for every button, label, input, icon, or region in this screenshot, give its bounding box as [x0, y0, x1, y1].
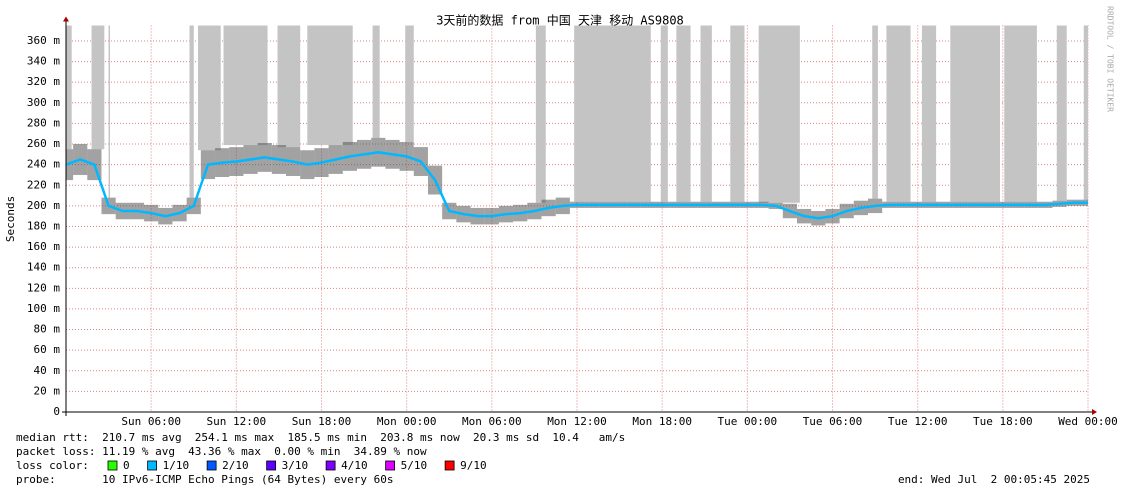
loss-span: [730, 25, 745, 202]
loss-span: [660, 25, 668, 202]
x-tick-label: Mon 12:00: [547, 415, 607, 428]
loss-span: [198, 25, 221, 151]
y-tick-label: 220 m: [27, 178, 60, 191]
x-tick-label: Tue 06:00: [803, 415, 863, 428]
x-tick-label: Tue 18:00: [973, 415, 1033, 428]
y-tick-label: 260 m: [27, 137, 60, 150]
legend-swatch: [266, 460, 277, 471]
x-tick-label: Mon 00:00: [377, 415, 437, 428]
loss-span: [108, 25, 111, 198]
legend-label: 9/10: [460, 459, 487, 472]
loss-span: [676, 25, 691, 202]
legend-label: 1/10: [163, 459, 190, 472]
legend-label: 5/10: [401, 459, 428, 472]
y-tick-label: 280 m: [27, 116, 60, 129]
legend-swatch: [107, 460, 118, 471]
legend-swatch: [325, 460, 336, 471]
loss-span: [758, 25, 800, 203]
y-tick-label: 40 m: [34, 364, 61, 377]
y-tick-label: 140 m: [27, 261, 60, 274]
loss-span: [405, 25, 414, 142]
loss-span: [535, 25, 546, 203]
y-tick-label: 100 m: [27, 302, 60, 315]
loss-span: [1083, 25, 1088, 200]
x-arrow: [1092, 409, 1097, 415]
loss-span: [1056, 25, 1067, 201]
loss-span: [66, 25, 72, 150]
end-time: end: Wed Jul 2 00:05:45 2025: [898, 473, 1090, 486]
x-tick-label: Sun 12:00: [207, 415, 267, 428]
y-tick-label: 200 m: [27, 199, 60, 212]
loss-span: [1004, 25, 1037, 202]
y-tick-label: 0: [53, 405, 60, 418]
y-tick-label: 80 m: [34, 323, 61, 336]
loss-span: [277, 25, 301, 148]
loss-span: [223, 25, 268, 146]
chart-title: 3天前的数据 from 中国 天津 移动 AS9808: [436, 13, 684, 28]
x-tick-label: Mon 06:00: [462, 415, 522, 428]
y-tick-label: 320 m: [27, 75, 60, 88]
median-line: [65, 151, 1088, 220]
legend-label: 2/10: [222, 459, 249, 472]
y-axis-label: Seconds: [4, 196, 17, 242]
probe: probe: 10 IPv6-ICMP Echo Pings (64 Bytes…: [16, 473, 394, 486]
loss-span: [872, 25, 878, 199]
x-tick-label: Tue 12:00: [888, 415, 948, 428]
loss-span: [91, 25, 105, 150]
y-tick-label: 240 m: [27, 158, 60, 171]
legend-swatch: [206, 460, 217, 471]
y-tick-label: 180 m: [27, 219, 60, 232]
watermark: RRDTOOL / TOBI OETIKER: [1106, 6, 1115, 112]
loss-span: [372, 25, 380, 138]
y-tick-label: 60 m: [34, 343, 61, 356]
loss-color-label: loss color:: [16, 459, 89, 472]
y-tick-label: 300 m: [27, 96, 60, 109]
y-arrow: [63, 16, 69, 22]
legend-swatch: [385, 460, 396, 471]
median-rtt: median rtt: 210.7 ms avg 254.1 ms max 18…: [16, 431, 625, 444]
x-tick-label: Tue 00:00: [718, 415, 778, 428]
y-tick-label: 360 m: [27, 34, 60, 47]
loss-span: [886, 25, 911, 202]
legend-swatch: [147, 460, 158, 471]
loss-span: [921, 25, 937, 202]
y-tick-label: 160 m: [27, 240, 60, 253]
x-tick-label: Wed 00:00: [1058, 415, 1118, 428]
y-tick-label: 340 m: [27, 55, 60, 68]
x-tick-label: Sun 18:00: [292, 415, 352, 428]
packet-loss: packet loss: 11.19 % avg 43.36 % max 0.0…: [16, 445, 427, 458]
legend-label: 3/10: [282, 459, 309, 472]
legend-label: 0: [123, 459, 130, 472]
loss-span: [307, 25, 353, 146]
loss-span: [950, 25, 1000, 202]
loss-span: [574, 25, 651, 202]
loss-span: [700, 25, 712, 202]
y-tick-label: 120 m: [27, 281, 60, 294]
legend-label: 4/10: [341, 459, 368, 472]
legend-swatch: [444, 460, 455, 471]
loss-span: [189, 25, 194, 198]
y-tick-label: 20 m: [34, 384, 61, 397]
x-tick-label: Sun 06:00: [121, 415, 181, 428]
x-tick-label: Mon 18:00: [632, 415, 692, 428]
